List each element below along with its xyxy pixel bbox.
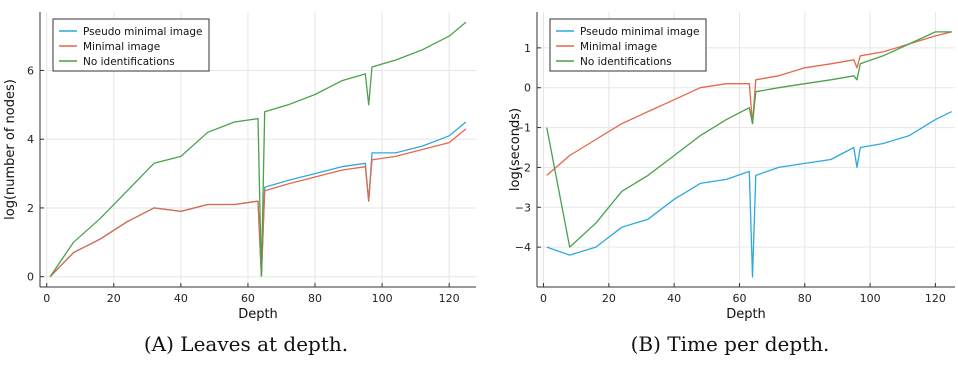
chart-panel-2: 0 20 40 60 80 100 120 −4 −3 −2 −1 0 1 Depth log(second… [508,12,955,356]
x-tick-label: 40 [667,292,681,305]
chart-panel-1: 0 20 40 60 80 100 120 0 2 4 6 Depth log(number of no… [3,12,476,356]
legend-box [549,18,707,72]
y-tick-label: 6 [27,64,34,77]
legend-entry-1: Pseudo minimal image [580,26,700,38]
caption-label: (A) [144,332,180,356]
y-tick-label: −2 [515,161,531,174]
y-axis-label: log(seconds) [508,108,523,191]
panel-caption: (A) Leaves at depth. [144,332,348,356]
y-tick-label: 4 [27,133,34,146]
y-tick-label: 0 [524,82,531,95]
x-axis-label: Depth [238,307,278,322]
caption-text: Leaves at depth. [180,332,348,356]
y-axis-label: log(number of nodes) [3,79,18,220]
series-line-3 [49,21,467,278]
x-tick-label: 0 [540,292,547,305]
x-tick-label: 20 [107,292,121,305]
legend-box [52,18,210,72]
x-tick-label: 80 [308,292,322,305]
series-line-1 [546,111,952,278]
x-tick-label: 0 [43,292,50,305]
legend-entry-1: Pseudo minimal image [83,26,203,38]
x-tick-label: 100 [860,292,881,305]
x-tick-label: 120 [925,292,946,305]
y-tick-label: 0 [27,271,34,284]
legend-entry-2: Minimal image [83,41,160,53]
x-tick-label: 60 [732,292,746,305]
x-tick-label: 100 [372,292,393,305]
panel-caption: (B) Time per depth. [631,332,830,356]
x-tick-label: 120 [439,292,460,305]
x-axis-label: Depth [726,307,766,322]
legend-entry-2: Minimal image [580,41,657,53]
y-tick-label: 2 [27,202,34,215]
caption-label: (B) [631,332,668,356]
series-line-2 [546,31,952,176]
series-line-2 [49,128,467,278]
x-tick-label: 60 [241,292,255,305]
x-tick-label: 40 [174,292,188,305]
caption-text: Time per depth. [667,332,829,356]
legend-entry-3: No identifications [83,56,175,68]
y-tick-label: −1 [515,122,531,135]
x-tick-label: 20 [602,292,616,305]
y-tick-label: 1 [524,42,531,55]
y-tick-label: −3 [515,201,531,214]
legend: Pseudo minimal image Minimal image No iden… [549,18,707,72]
series-line-3 [546,31,952,248]
x-tick-label: 80 [798,292,812,305]
legend-entry-3: No identifications [580,56,672,68]
y-tick-label: −4 [515,241,531,254]
legend: Pseudo minimal image Minimal image No iden… [52,18,210,72]
